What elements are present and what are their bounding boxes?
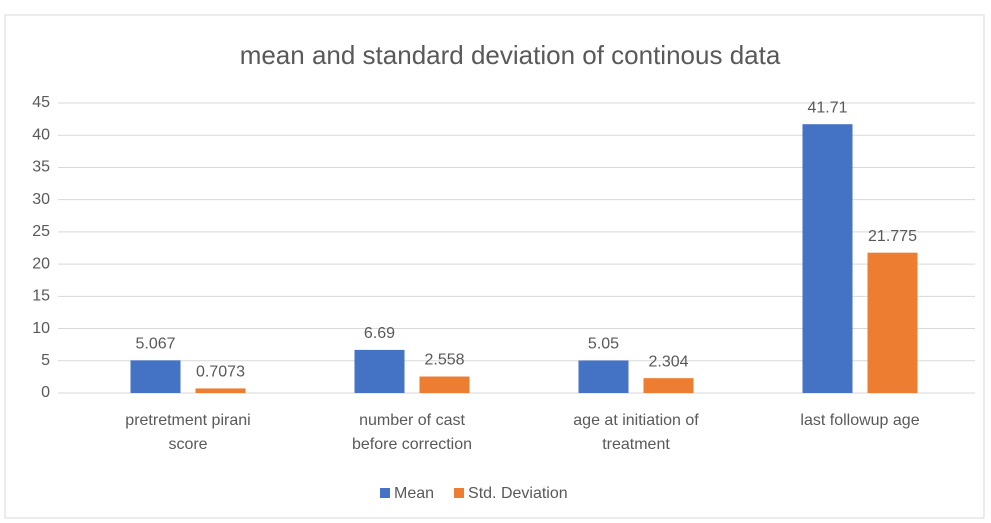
x-tick-label-line: pretretment pirani [125,412,250,429]
x-tick-label: age at initiation of treatment [573,412,699,453]
legend-label: Std. Deviation [468,485,568,502]
legend-label: Mean [394,485,434,502]
x-tick-label-line: age at initiation of [573,412,699,429]
value-label: 21.775 [868,228,917,245]
x-tick-label: number of cast before correction [352,412,472,453]
y-tick-label: 45 [32,94,50,111]
y-tick-label: 15 [32,288,50,305]
value-label: 6.69 [364,325,395,342]
legend-swatch [380,488,390,498]
bar [643,378,694,393]
legend-swatch [454,488,465,498]
x-tick-label-line: number of cast [359,412,465,429]
chart-title: mean and standard deviation of continous… [240,40,781,70]
bar [354,349,405,393]
value-label: 5.05 [588,336,619,353]
value-label: 5.067 [135,336,175,353]
bar [578,360,629,393]
x-tick-label-line: last followup age [800,412,919,429]
bar [419,376,470,393]
x-tick-label-line: before correction [352,436,472,453]
y-tick-label: 30 [32,191,50,208]
value-label: 2.304 [648,353,688,370]
y-tick-label: 35 [32,159,50,176]
value-label: 41.71 [807,99,847,116]
y-tick-label: 10 [32,320,50,337]
value-label: 2.558 [424,352,464,369]
x-tick-label-line: score [168,436,207,453]
y-tick-label: 5 [41,352,50,369]
bar [802,124,853,394]
x-tick-label: last followup age [800,412,919,429]
bar [867,252,918,393]
value-label: 0.7073 [196,364,245,381]
bar [195,388,246,393]
y-tick-label: 20 [32,255,50,272]
y-tick-label: 40 [32,126,50,143]
x-tick-label: pretretment pirani score [125,412,250,453]
bar [130,360,181,393]
x-tick-label-line: treatment [602,436,670,453]
y-tick-label: 25 [32,223,50,240]
y-tick-label: 0 [41,384,50,401]
